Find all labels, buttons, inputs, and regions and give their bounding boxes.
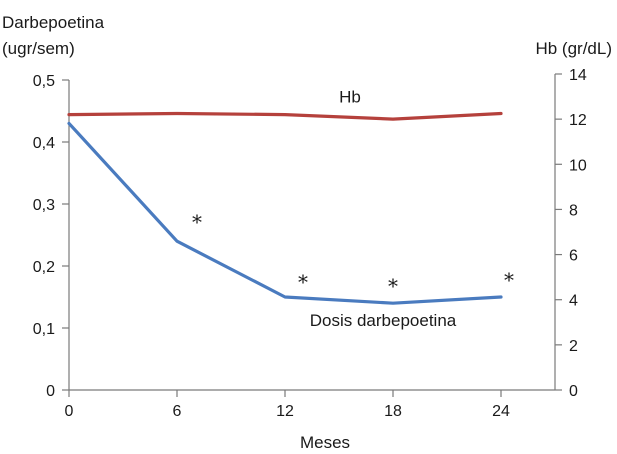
series-labels: Hb Dosis darbepoetina — [310, 88, 457, 331]
left-tick-label: 0,2 — [33, 259, 55, 276]
series-layer — [67, 111, 503, 305]
right-tick-label: 2 — [569, 338, 578, 355]
left-tick-label: 0,5 — [33, 73, 55, 90]
significance-asterisk: * — [504, 268, 514, 292]
right-tick-label: 14 — [569, 67, 587, 84]
x-axis-title: Meses — [300, 433, 350, 452]
x-axis-ticks: 0 6 12 18 24 — [65, 390, 510, 420]
x-tick-label: 12 — [276, 403, 294, 420]
left-tick-label: 0 — [46, 383, 55, 400]
left-axis-ticks: 0 0,1 0,2 0,3 0,4 0,5 — [33, 73, 69, 400]
series-line-dosis — [67, 121, 503, 305]
right-tick-label: 6 — [569, 248, 578, 265]
right-axis-title: Hb (gr/dL) — [535, 39, 612, 58]
left-axis-title-line2: (ugr/sem) — [2, 39, 75, 58]
series-label-hb: Hb — [339, 88, 361, 107]
right-tick-label: 8 — [569, 202, 578, 219]
series-line-hb — [67, 111, 503, 121]
left-tick-label: 0,4 — [33, 135, 55, 152]
right-tick-label: 4 — [569, 293, 578, 310]
left-tick-label: 0,3 — [33, 197, 55, 214]
right-tick-label: 0 — [569, 383, 578, 400]
significance-asterisk: * — [388, 274, 398, 298]
right-axis-ticks: 0 2 4 6 8 10 12 14 — [555, 67, 587, 400]
annotations: * * * * — [192, 210, 514, 298]
right-tick-label: 10 — [569, 157, 587, 174]
x-tick-label: 24 — [492, 403, 510, 420]
significance-asterisk: * — [298, 270, 308, 294]
x-tick-label: 6 — [173, 403, 182, 420]
right-tick-label: 12 — [569, 112, 587, 129]
significance-asterisk: * — [192, 210, 202, 234]
series-label-dosis: Dosis darbepoetina — [310, 311, 457, 330]
x-tick-label: 18 — [384, 403, 402, 420]
x-tick-label: 0 — [65, 403, 74, 420]
left-tick-label: 0,1 — [33, 321, 55, 338]
left-axis-title-line1: Darbepoetina — [2, 13, 105, 32]
